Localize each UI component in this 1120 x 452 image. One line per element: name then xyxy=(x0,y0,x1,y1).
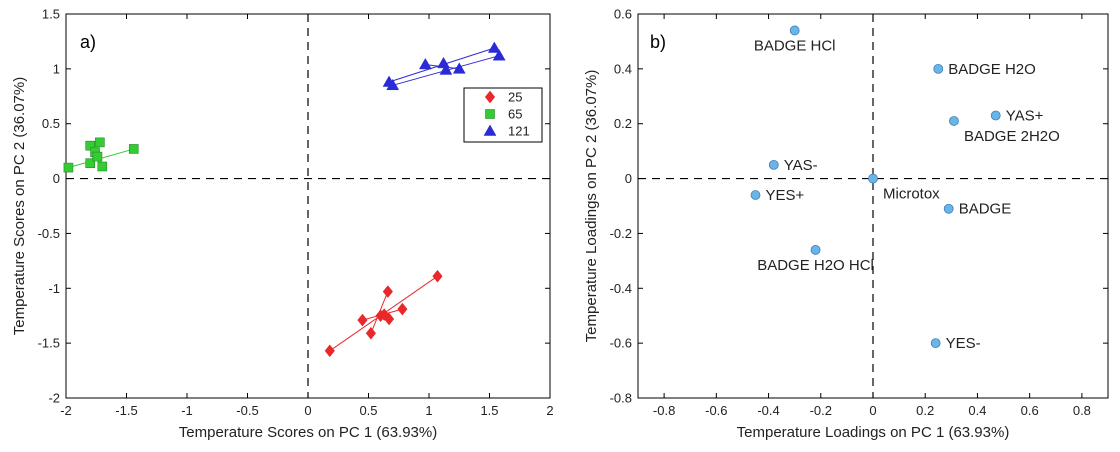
scores-x-tick-label: -1.5 xyxy=(115,403,137,418)
loadings-x-tick-label: 0.2 xyxy=(916,403,934,418)
scores-y-ticks: -2 -1.5 -1 -0.5 0 0.5 1 1.5 xyxy=(38,7,550,406)
scores-y-axis-label: Temperature Scores on PC 2 (36.07%) xyxy=(11,77,28,335)
loadings-zero-lines xyxy=(638,14,1108,398)
scores-zero-lines xyxy=(66,14,550,398)
loading-point-label: BADGE xyxy=(959,201,1012,218)
loading-point xyxy=(933,63,944,74)
loadings-x-tick-label: -0.2 xyxy=(810,403,832,418)
scores-x-tick-label: 1 xyxy=(425,403,432,418)
scores-y-tick-label: -1.5 xyxy=(38,336,60,351)
loadings-y-tick-label: 0.4 xyxy=(614,61,632,76)
loadings-x-tick-label: -0.8 xyxy=(653,403,675,418)
series-121-point xyxy=(439,63,453,75)
scores-y-tick-label: 1.5 xyxy=(42,7,60,22)
series-25-point xyxy=(432,269,443,283)
series-65-point xyxy=(128,144,139,154)
loadings-y-ticks: -0.8 -0.6 -0.4 -0.2 0 0.2 0.4 0.6 xyxy=(610,7,1108,406)
loading-point-label: BADGE HCl xyxy=(754,37,836,54)
scores-x-tick-label: 0.5 xyxy=(359,403,377,418)
loading-point xyxy=(990,110,1001,121)
series-65-point xyxy=(85,158,95,169)
scores-plot: a) -2 -1.5 -1 -0.5 0 0.5 1 1.5 2 -2 -1.5 -1 -0.5 0 0.… xyxy=(11,7,554,442)
series-121-point xyxy=(418,57,432,70)
loadings-y-tick-label: -0.4 xyxy=(610,281,632,296)
loadings-y-tick-label: 0.2 xyxy=(614,116,632,131)
scores-x-tick-label: 1.5 xyxy=(480,403,498,418)
legend-marker-121 xyxy=(483,124,497,136)
scores-y-tick-label: -2 xyxy=(48,391,60,406)
loadings-x-tick-label: -0.6 xyxy=(705,403,727,418)
loadings-y-axis-label: Temperature Loadings on PC 2 (36.07%) xyxy=(583,70,600,343)
loading-point-label: YES- xyxy=(946,335,981,352)
series-121-point xyxy=(487,41,501,53)
series-65-point xyxy=(97,161,108,172)
series-121-point xyxy=(452,62,466,74)
loading-point xyxy=(943,203,954,214)
series-65-point xyxy=(95,137,105,148)
scores-x-tick-label: -0.5 xyxy=(236,403,258,418)
loading-point-label: BADGE H2O xyxy=(948,61,1036,78)
loading-point xyxy=(768,159,779,170)
loadings-panel-label: b) xyxy=(650,32,666,52)
series-25-point xyxy=(397,302,408,316)
loading-point xyxy=(789,25,800,36)
loadings-y-tick-label: -0.8 xyxy=(610,391,632,406)
loading-point-label: YAS+ xyxy=(1006,107,1044,124)
loading-point-label: Microtox xyxy=(883,186,940,203)
loadings-y-tick-label: -0.2 xyxy=(610,226,632,241)
loading-point-label: BADGE H2O HCl xyxy=(757,257,874,274)
loadings-x-tick-label: 0.8 xyxy=(1073,403,1091,418)
loadings-x-tick-label: 0 xyxy=(869,403,876,418)
series-25-point xyxy=(324,344,335,358)
scores-x-tick-label: -1 xyxy=(181,403,193,418)
loadings-y-tick-label: -0.6 xyxy=(610,336,632,351)
loading-point-label: BADGE 2H2O xyxy=(964,128,1060,145)
loadings-x-tick-label: -0.4 xyxy=(757,403,779,418)
loading-point xyxy=(868,173,878,184)
scores-legend: 25 65 121 xyxy=(463,87,543,143)
scores-y-tick-label: 1 xyxy=(53,61,60,76)
loadings-points: BADGE HCl BADGE H2O YAS+ BADGE 2H2O YAS- Micr… xyxy=(750,25,1060,352)
series-121-point xyxy=(386,78,400,91)
series-25-point xyxy=(382,285,393,298)
loading-point-label: YES+ xyxy=(766,187,805,204)
series-65-point xyxy=(85,140,95,151)
loadings-y-tick-label: 0 xyxy=(625,171,632,186)
loadings-x-tick-label: 0.4 xyxy=(968,403,986,418)
loadings-plot: b) -0.8 -0.6 -0.4 -0.2 0 0.2 0.4 0.6 0.8 -0.8-0.… xyxy=(583,7,1109,441)
series-121-point xyxy=(492,49,506,61)
loadings-x-axis-label: Temperature Loadings on PC 1 (63.93%) xyxy=(737,424,1010,441)
series-25-point xyxy=(383,312,395,326)
scores-x-tick-label: 0 xyxy=(304,403,311,418)
series-25-point xyxy=(357,313,368,327)
scores-points xyxy=(63,41,506,358)
scores-y-tick-label: -1 xyxy=(48,281,60,296)
scores-x-ticks: -2 -1.5 -1 -0.5 0 0.5 1 1.5 2 xyxy=(60,14,554,418)
scores-panel-label: a) xyxy=(80,32,96,52)
series-65-point xyxy=(92,151,103,162)
loading-point xyxy=(949,116,959,126)
series-25-point xyxy=(365,326,377,340)
scores-y-tick-label: -0.5 xyxy=(38,226,60,241)
legend-label-121: 121 xyxy=(508,124,530,139)
scores-x-axis-label: Temperature Scores on PC 1 (63.93%) xyxy=(179,424,437,441)
loadings-y-tick-label: 0.6 xyxy=(614,7,632,22)
legend-label-25: 25 xyxy=(508,90,522,105)
legend-marker-25 xyxy=(484,90,496,104)
loading-point xyxy=(930,338,941,349)
loadings-x-ticks: -0.8 -0.6 -0.4 -0.2 0 0.2 0.4 0.6 0.8 xyxy=(653,14,1091,418)
scores-y-tick-label: 0.5 xyxy=(42,116,60,131)
scores-legend-box xyxy=(463,87,543,143)
series-65-point xyxy=(63,162,74,173)
scores-x-tick-label: 2 xyxy=(546,403,553,418)
loading-point xyxy=(750,190,761,200)
legend-label-65: 65 xyxy=(508,107,522,122)
scores-x-tick-label: -2 xyxy=(60,403,72,418)
scores-y-tick-label: 0 xyxy=(53,171,60,186)
loading-point-label: YAS- xyxy=(784,157,818,174)
loadings-x-tick-label: 0.6 xyxy=(1021,403,1039,418)
loading-point xyxy=(810,244,821,255)
legend-marker-65 xyxy=(485,109,495,119)
